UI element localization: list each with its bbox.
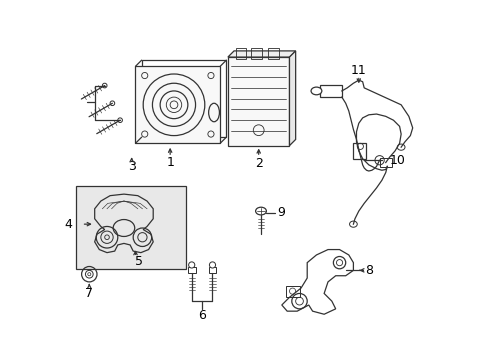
- Bar: [320, 85, 341, 97]
- Polygon shape: [227, 57, 289, 145]
- Text: 6: 6: [197, 309, 205, 321]
- Bar: [250, 48, 261, 59]
- Circle shape: [102, 83, 107, 88]
- Text: 5: 5: [135, 255, 143, 267]
- Bar: [208, 266, 216, 273]
- Text: 7: 7: [85, 287, 93, 300]
- Text: 4: 4: [64, 218, 72, 231]
- Ellipse shape: [310, 87, 321, 95]
- Circle shape: [118, 118, 122, 122]
- Text: 3: 3: [127, 160, 135, 173]
- Bar: [379, 158, 391, 167]
- Text: 9: 9: [277, 206, 285, 219]
- Text: 8: 8: [364, 264, 372, 277]
- Text: 10: 10: [389, 154, 405, 167]
- Text: 2: 2: [254, 157, 262, 170]
- Text: 1: 1: [166, 156, 174, 169]
- Polygon shape: [135, 66, 220, 143]
- Bar: [267, 48, 278, 59]
- Bar: [76, 186, 185, 269]
- Bar: [285, 286, 299, 297]
- Polygon shape: [227, 51, 295, 57]
- Bar: [187, 266, 195, 273]
- Text: 11: 11: [350, 64, 366, 77]
- Bar: [235, 48, 246, 59]
- Circle shape: [110, 101, 115, 105]
- Ellipse shape: [255, 207, 266, 215]
- Circle shape: [209, 262, 215, 268]
- Polygon shape: [289, 51, 295, 145]
- Circle shape: [188, 262, 194, 268]
- Bar: [352, 143, 366, 159]
